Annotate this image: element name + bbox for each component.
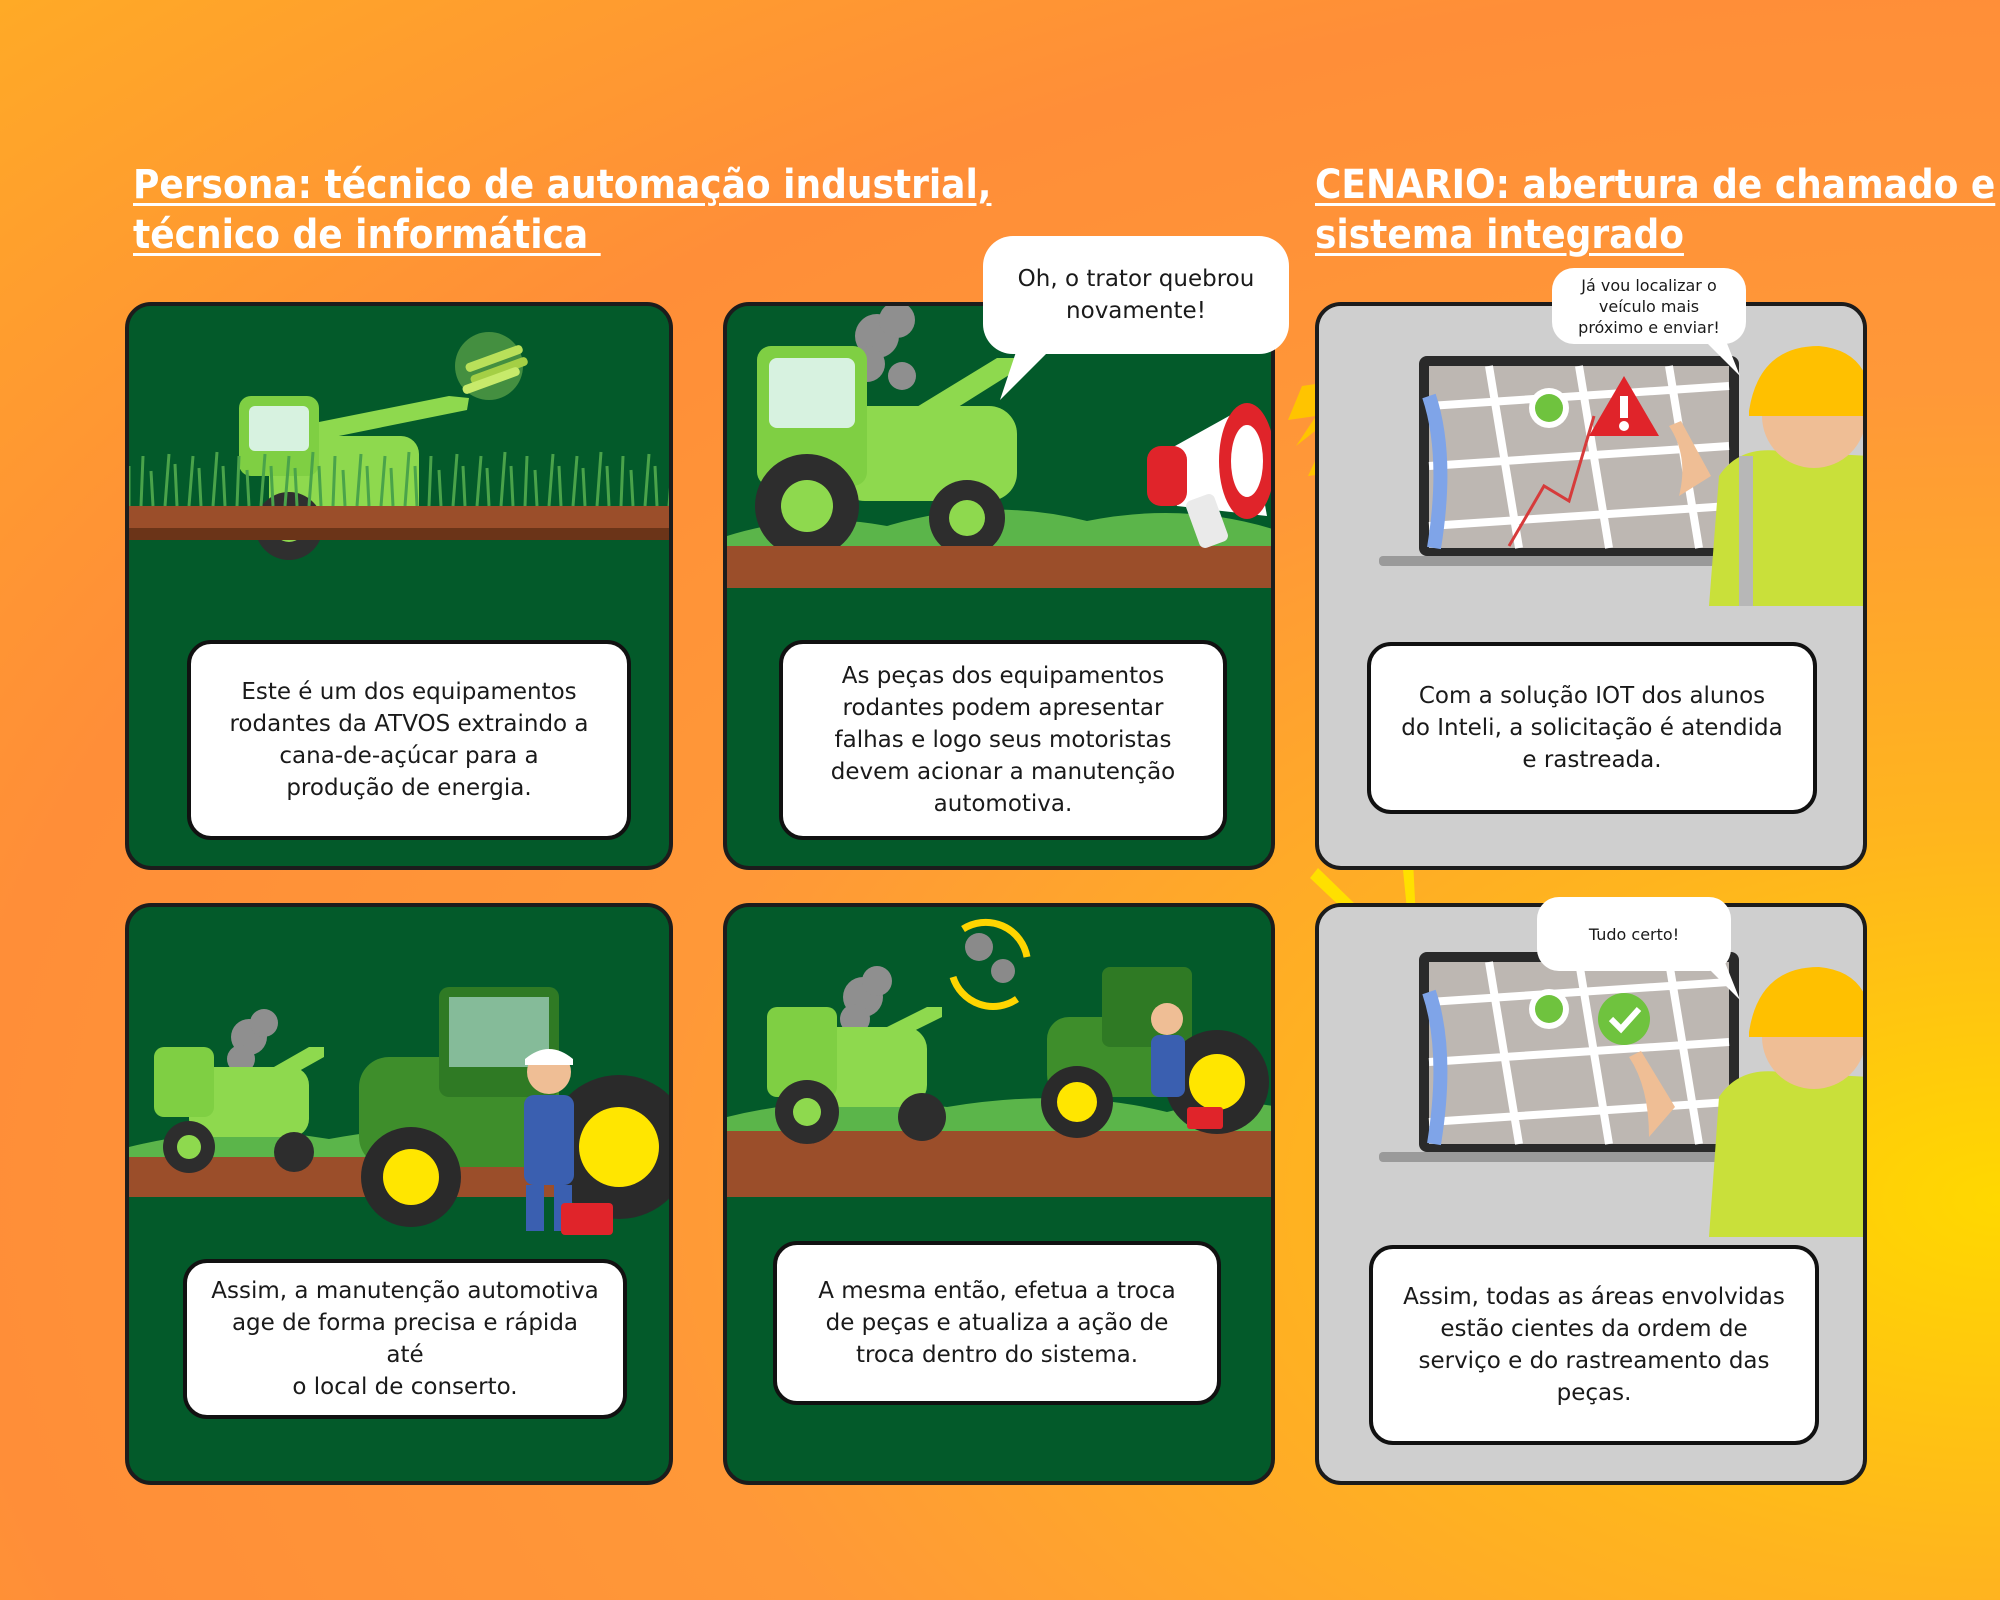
hard-hat-icon (1749, 346, 1863, 416)
scenario-heading: CENARIO: abertura de chamado e sistema i… (1315, 162, 1996, 258)
speech-bubble-tail (1000, 340, 1060, 400)
panel-5-caption: A mesma então, efetua a troca de peças e… (773, 1241, 1221, 1405)
toolbox-icon (1187, 1107, 1223, 1129)
panel-5-parts-replacement: A mesma então, efetua a troca de peças e… (723, 903, 1275, 1485)
maintenance-scene (129, 907, 669, 1247)
repair-scene (727, 907, 1271, 1197)
technician-figure (1629, 967, 1863, 1237)
hard-hat-icon (1749, 967, 1863, 1037)
map-laptop-success-scene (1319, 907, 1863, 1237)
panel-2-caption: As peças dos equipamentos rodantes podem… (779, 640, 1227, 840)
panel-1-harvester: Este é um dos equipamentos rodantes da A… (125, 302, 673, 870)
laptop (1379, 356, 1779, 566)
panel-6-all-areas-aware: Assim, todas as áreas envolvidas estão c… (1315, 903, 1867, 1485)
panel-4-maintenance-arrives: Assim, a manutenção automotiva age de fo… (125, 903, 673, 1485)
map-pin-icon (1529, 388, 1569, 428)
map-pin-icon (1529, 989, 1569, 1029)
mechanic-figure (524, 1049, 613, 1235)
smoke-icon (840, 966, 892, 1034)
alert-icon (1589, 376, 1659, 436)
sugarcane-field (129, 451, 669, 507)
technician-figure (1669, 346, 1863, 606)
panel-1-caption: Este é um dos equipamentos rodantes da A… (187, 640, 631, 840)
broken-tractor (755, 346, 1017, 558)
panel-4-caption: Assim, a manutenção automotiva age de fo… (183, 1259, 627, 1419)
persona-heading: Persona: técnico de automação industrial… (133, 162, 992, 258)
speech-bubble-all-good: Tudo certo! (1537, 897, 1731, 971)
toolbox-icon (561, 1203, 613, 1235)
refresh-arrows-icon (949, 918, 1031, 1010)
broken-harvester (767, 1007, 946, 1144)
broken-harvester (154, 1047, 324, 1173)
speech-bubble-locate-vehicle: Já vou localizar o veículo mais próximo … (1552, 268, 1746, 344)
mechanic-figure (1151, 1003, 1223, 1129)
panel-6-caption: Assim, todas as áreas envolvidas estão c… (1369, 1245, 1819, 1445)
panel-3-caption: Com a solução IOT dos alunos do Inteli, … (1367, 642, 1817, 814)
smoke-icon (227, 1009, 278, 1073)
gear-icon (965, 933, 1015, 983)
map-laptop-scene (1319, 306, 1863, 606)
check-badge-icon (1598, 993, 1650, 1045)
harvester-scene (129, 306, 669, 588)
megaphone-icon (1147, 403, 1271, 548)
speech-bubble-tractor-broke: Oh, o trator quebrou novamente! (983, 236, 1289, 354)
panel-3-iot-solution: Com a solução IOT dos alunos do Inteli, … (1315, 302, 1867, 870)
sugarcane-icon (455, 332, 528, 400)
